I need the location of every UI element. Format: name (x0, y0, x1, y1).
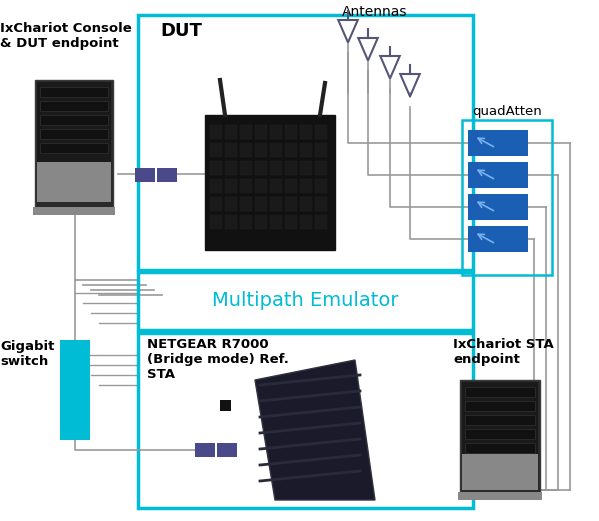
Bar (240, 215, 252, 229)
Bar (462, 120, 552, 275)
Bar (468, 130, 528, 156)
Bar (40, 143, 108, 153)
Bar (270, 125, 282, 139)
Text: DUT: DUT (160, 22, 202, 40)
Polygon shape (255, 360, 375, 500)
Bar (138, 15, 473, 270)
Bar (315, 197, 327, 211)
Bar (35, 80, 113, 210)
Text: IxChariot STA
endpoint: IxChariot STA endpoint (453, 338, 553, 366)
Bar (220, 400, 231, 411)
Text: Antennas: Antennas (342, 5, 408, 19)
Bar (217, 443, 237, 457)
Bar (40, 101, 108, 111)
Bar (460, 380, 540, 495)
Bar (285, 179, 297, 193)
Bar (285, 143, 297, 157)
Bar (315, 143, 327, 157)
Bar (315, 161, 327, 175)
Bar (225, 143, 237, 157)
Bar (225, 215, 237, 229)
Bar (210, 197, 222, 211)
Bar (138, 333, 473, 508)
Bar (210, 215, 222, 229)
Bar (270, 215, 282, 229)
Bar (300, 179, 312, 193)
Bar (40, 115, 108, 125)
Bar (40, 87, 108, 97)
Bar (465, 387, 535, 397)
Bar (205, 115, 335, 250)
Bar (225, 179, 237, 193)
Bar (240, 125, 252, 139)
Bar (135, 168, 155, 182)
Bar (462, 382, 538, 453)
Bar (210, 143, 222, 157)
Bar (270, 143, 282, 157)
Bar (270, 179, 282, 193)
Bar (240, 161, 252, 175)
Bar (285, 197, 297, 211)
Bar (465, 401, 535, 411)
Bar (60, 340, 90, 440)
Bar (285, 161, 297, 175)
Bar (40, 129, 108, 139)
Bar (225, 161, 237, 175)
Bar (138, 272, 473, 330)
Bar (270, 161, 282, 175)
Bar (255, 215, 267, 229)
Text: quadAtten: quadAtten (472, 105, 542, 118)
Bar (465, 415, 535, 425)
Bar (240, 179, 252, 193)
Bar (465, 429, 535, 439)
Text: Multipath Emulator: Multipath Emulator (212, 292, 398, 311)
Bar (468, 162, 528, 188)
Bar (300, 197, 312, 211)
Bar (240, 197, 252, 211)
Bar (255, 143, 267, 157)
Bar (300, 125, 312, 139)
Bar (285, 215, 297, 229)
Bar (315, 125, 327, 139)
Bar (315, 179, 327, 193)
Bar (255, 161, 267, 175)
Bar (458, 492, 542, 500)
Bar (255, 197, 267, 211)
Bar (37, 162, 111, 202)
Bar (255, 179, 267, 193)
Text: IxChariot Console
& DUT endpoint: IxChariot Console & DUT endpoint (0, 22, 132, 50)
Bar (468, 226, 528, 252)
Bar (195, 443, 215, 457)
Bar (315, 215, 327, 229)
Bar (285, 125, 297, 139)
Bar (240, 143, 252, 157)
Bar (300, 215, 312, 229)
Text: NETGEAR R7000
(Bridge mode) Ref.
STA: NETGEAR R7000 (Bridge mode) Ref. STA (147, 338, 289, 381)
Bar (210, 125, 222, 139)
Bar (225, 197, 237, 211)
Bar (300, 161, 312, 175)
Bar (210, 179, 222, 193)
Bar (468, 194, 528, 220)
Bar (300, 143, 312, 157)
Bar (210, 161, 222, 175)
Bar (225, 125, 237, 139)
Text: Gigabit
switch: Gigabit switch (0, 340, 55, 368)
Bar (270, 197, 282, 211)
Bar (462, 453, 538, 490)
Bar (255, 125, 267, 139)
Bar (33, 207, 115, 215)
Bar (465, 443, 535, 453)
Bar (37, 82, 111, 162)
Bar (157, 168, 177, 182)
